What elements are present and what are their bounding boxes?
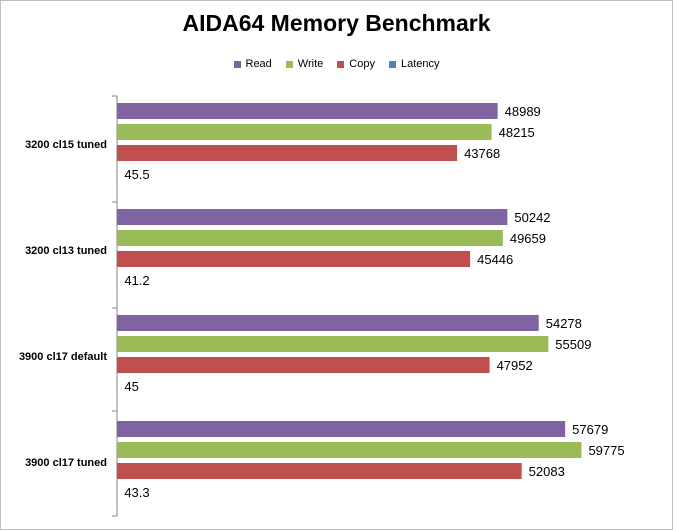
- data-label-copy: 43768: [464, 146, 500, 161]
- legend-swatch-copy: [337, 60, 345, 68]
- legend-label-copy: Copy: [349, 58, 375, 70]
- data-label-read: 50242: [514, 210, 550, 225]
- legend-swatch-latency: [388, 60, 396, 68]
- data-label-write: 49659: [510, 231, 546, 246]
- legend-label-latency: Latency: [400, 58, 440, 70]
- bar-write: [117, 124, 492, 140]
- legend-entry-copy: Copy: [337, 58, 375, 70]
- category-label: 3200 cl13 tuned: [25, 245, 107, 257]
- legend-swatch-read: [233, 60, 241, 68]
- legend-label-read: Read: [245, 58, 272, 70]
- data-label-latency: 45.5: [124, 167, 149, 182]
- bar-read: [117, 421, 566, 437]
- chart-title: AIDA64 Memory Benchmark: [182, 10, 491, 36]
- bar-copy: [117, 145, 458, 161]
- legend-entry-write: Write: [285, 58, 324, 70]
- bar-copy: [117, 463, 522, 479]
- data-label-read: 48989: [505, 104, 541, 119]
- data-label-read: 57679: [572, 422, 608, 437]
- legend: Read Write Copy Latency: [0, 58, 673, 70]
- category-label: 3900 cl17 tuned: [25, 457, 107, 469]
- bar-read: [117, 209, 508, 225]
- category-label: 3900 cl17 default: [19, 351, 107, 363]
- data-label-copy: 52083: [529, 464, 565, 479]
- data-label-latency: 43.3: [124, 485, 149, 500]
- category-label: 3200 cl15 tuned: [25, 139, 107, 151]
- data-label-write: 48215: [499, 125, 535, 140]
- bar-copy: [117, 357, 490, 373]
- data-label-copy: 47952: [497, 358, 533, 373]
- data-label-write: 55509: [555, 337, 591, 352]
- data-label-read: 54278: [546, 316, 582, 331]
- legend-swatch-write: [285, 60, 293, 68]
- bar-copy: [117, 251, 471, 267]
- legend-entry-latency: Latency: [388, 58, 440, 70]
- legend-label-write: Write: [297, 58, 324, 70]
- bar-write: [117, 336, 549, 352]
- data-label-latency: 41.2: [124, 273, 149, 288]
- bar-write: [117, 230, 503, 246]
- bar-read: [117, 315, 539, 331]
- bar-read: [117, 103, 498, 119]
- data-label-latency: 45: [124, 379, 138, 394]
- data-label-copy: 45446: [477, 252, 513, 267]
- legend-entry-read: Read: [233, 58, 272, 70]
- data-label-write: 59775: [588, 443, 624, 458]
- bar-write: [117, 442, 582, 458]
